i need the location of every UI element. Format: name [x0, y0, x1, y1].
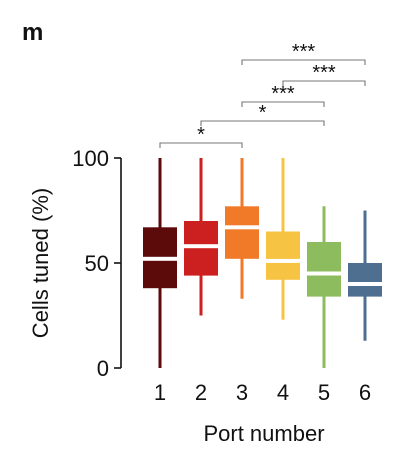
significance-label: ***	[292, 41, 316, 63]
significance-bracket: *	[200, 102, 325, 126]
box-body	[348, 263, 382, 297]
panel-label: m	[22, 19, 43, 46]
median-line	[224, 225, 260, 230]
y-tick-label: 0	[97, 356, 109, 381]
y-tick-label: 100	[72, 146, 109, 171]
box-group	[183, 158, 219, 316]
x-tick-label: 4	[277, 380, 289, 405]
x-tick-label: 2	[195, 380, 207, 405]
y-tick-label: 50	[85, 251, 109, 276]
x-tick-label: 5	[318, 380, 330, 405]
box-group	[306, 206, 342, 368]
significance-label: *	[259, 102, 267, 124]
median-line	[142, 256, 178, 261]
median-line	[183, 244, 219, 249]
significance-bracket: ***	[241, 41, 366, 65]
median-line	[347, 282, 383, 286]
significance-bracket: *	[159, 124, 243, 148]
significance-label: *	[197, 124, 205, 146]
median-line	[265, 258, 301, 263]
bracket-line	[241, 59, 366, 65]
significance-brackets: ***********	[159, 41, 366, 148]
x-tick-label: 1	[154, 380, 166, 405]
bracket-line	[159, 142, 243, 148]
box-body	[225, 206, 259, 259]
significance-bracket: ***	[241, 83, 325, 107]
box-group	[265, 158, 301, 320]
significance-label: ***	[312, 62, 336, 84]
box-body	[184, 221, 218, 276]
significance-label: ***	[271, 83, 295, 105]
y-ticks: 0 50 100	[72, 146, 121, 381]
bracket-line	[241, 101, 325, 107]
box-group	[224, 158, 260, 299]
median-line	[306, 271, 342, 276]
box-body	[307, 242, 341, 297]
x-tick-label: 3	[236, 380, 248, 405]
box-body	[266, 231, 300, 280]
box-group	[142, 158, 178, 368]
x-ticks: 1 2 3 4 5 6	[154, 380, 371, 405]
y-axis-label: Cells tuned (%)	[28, 188, 53, 338]
bracket-line	[282, 80, 366, 86]
x-axis-label: Port number	[203, 421, 324, 446]
bracket-line	[200, 120, 325, 126]
x-tick-label: 6	[359, 380, 371, 405]
significance-bracket: ***	[282, 62, 366, 86]
box-series	[142, 158, 383, 368]
box-group	[347, 210, 383, 341]
